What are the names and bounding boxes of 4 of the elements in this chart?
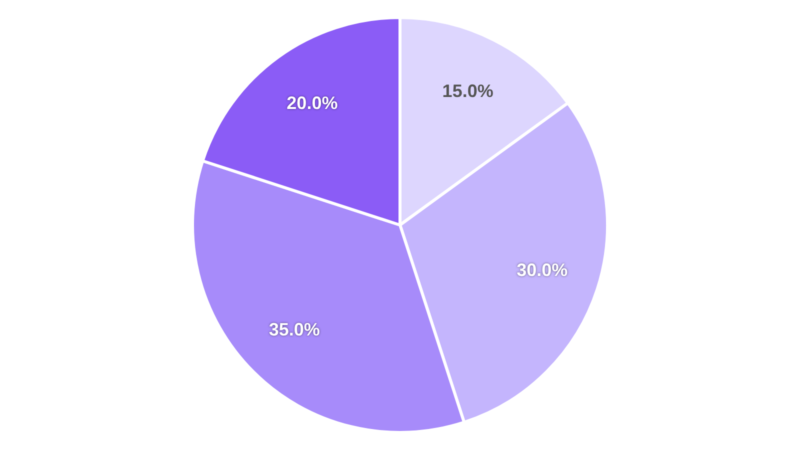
data-label: 35.0% [268,320,320,340]
data-label: 20.0% [286,93,338,114]
data-label: 30.0% [516,260,568,280]
data-label: 15.0% [442,80,494,101]
